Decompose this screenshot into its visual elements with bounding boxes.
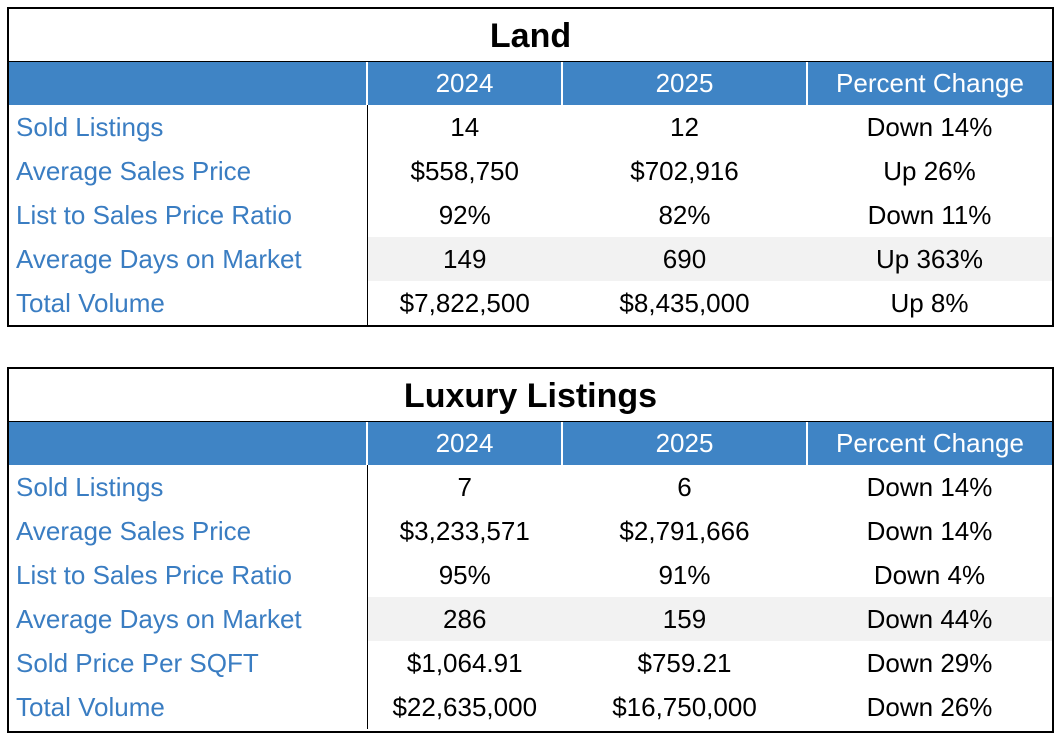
luxury-header-blank	[9, 422, 367, 465]
land-header-2025: 2025	[561, 62, 807, 105]
row-label: List to Sales Price Ratio	[9, 193, 368, 237]
land-data-grid: 2024 2025 Percent Change Sold Listings 1…	[9, 62, 1052, 325]
luxury-header-percent-change: Percent Change	[806, 422, 1052, 465]
percent-change: Down 11%	[867, 199, 992, 230]
percent-change: Down 14%	[866, 515, 993, 546]
percent-change: Down 26%	[866, 691, 993, 722]
table-row: Average Days on Market 286 159 Down 44%	[9, 597, 1052, 641]
land-table-title: Land	[9, 9, 1052, 62]
value-2024: $7,822,500	[399, 287, 530, 318]
percent-change: Up 363%	[807, 237, 1052, 281]
luxury-table-title: Luxury Listings	[9, 369, 1052, 422]
table-row: Total Volume $7,822,500 $8,435,000 Up 8%	[9, 281, 1052, 325]
row-label: Average Sales Price	[9, 509, 368, 553]
table-row: Average Days on Market 149 690 Up 363%	[9, 237, 1052, 281]
percent-change: Down 4%	[873, 559, 986, 590]
table-row: Sold Listings 14 12 Down 14%	[9, 105, 1052, 149]
value-2025: 6	[677, 471, 692, 502]
value-2024: 92%	[438, 199, 491, 230]
row-label: Sold Listings	[9, 105, 368, 149]
land-header-2024: 2024	[366, 62, 562, 105]
row-label: Sold Price Per SQFT	[9, 641, 368, 685]
percent-change: Down 14%	[866, 471, 993, 502]
land-header-percent-change: Percent Change	[806, 62, 1052, 105]
value-2025: $16,750,000	[612, 691, 757, 722]
row-label: Average Sales Price	[9, 149, 368, 193]
row-label: Total Volume	[9, 281, 368, 325]
row-label: Total Volume	[9, 685, 368, 729]
value-2025: 690	[562, 237, 807, 281]
value-2024: $558,750	[410, 155, 519, 186]
table-row: Total Volume $22,635,000 $16,750,000 Dow…	[9, 685, 1052, 729]
value-2025: $759.21	[637, 647, 732, 678]
value-2025: 12	[670, 111, 699, 142]
value-2025: $8,435,000	[619, 287, 750, 318]
value-2025: $702,916	[630, 155, 739, 186]
table-row: Sold Price Per SQFT $1,064.91 $759.21 Do…	[9, 641, 1052, 685]
table-row: Average Sales Price $558,750 $702,916 Up…	[9, 149, 1052, 193]
value-2025: 159	[562, 597, 807, 641]
value-2024: 286	[367, 597, 562, 641]
luxury-header-2025: 2025	[561, 422, 807, 465]
land-header-row: 2024 2025 Percent Change	[9, 62, 1052, 105]
table-row: List to Sales Price Ratio 95% 91% Down 4…	[9, 553, 1052, 597]
luxury-header-row: 2024 2025 Percent Change	[9, 422, 1052, 465]
land-header-blank	[9, 62, 367, 105]
row-label: List to Sales Price Ratio	[9, 553, 368, 597]
value-2025: $2,791,666	[619, 515, 750, 546]
row-label: Average Days on Market	[9, 597, 368, 641]
table-row: Sold Listings 7 6 Down 14%	[9, 465, 1052, 509]
percent-change: Down 44%	[807, 597, 1052, 641]
luxury-header-2024: 2024	[366, 422, 562, 465]
value-2024: $1,064.91	[406, 647, 523, 678]
luxury-data-grid: 2024 2025 Percent Change Sold Listings 7…	[9, 422, 1052, 729]
value-2024: $22,635,000	[392, 691, 538, 722]
value-2024: 14	[450, 111, 480, 142]
table-row: List to Sales Price Ratio 92% 82% Down 1…	[9, 193, 1052, 237]
land-table: Land 2024 2025 Percent Change Sold Listi…	[7, 7, 1054, 327]
luxury-listings-table: Luxury Listings 2024 2025 Percent Change…	[7, 367, 1054, 733]
value-2024: 149	[367, 237, 562, 281]
value-2025: 82%	[658, 199, 711, 230]
value-2025: 91%	[658, 559, 711, 590]
row-label: Sold Listings	[9, 465, 368, 509]
value-2024: 95%	[438, 559, 491, 590]
percent-change: Up 8%	[890, 287, 969, 318]
table-row: Average Sales Price $3,233,571 $2,791,66…	[9, 509, 1052, 553]
row-label: Average Days on Market	[9, 237, 368, 281]
percent-change: Down 14%	[866, 111, 993, 142]
value-2024: $3,233,571	[399, 515, 530, 546]
value-2024: 7	[457, 471, 472, 502]
percent-change: Up 26%	[883, 155, 976, 186]
percent-change: Down 29%	[866, 647, 993, 678]
